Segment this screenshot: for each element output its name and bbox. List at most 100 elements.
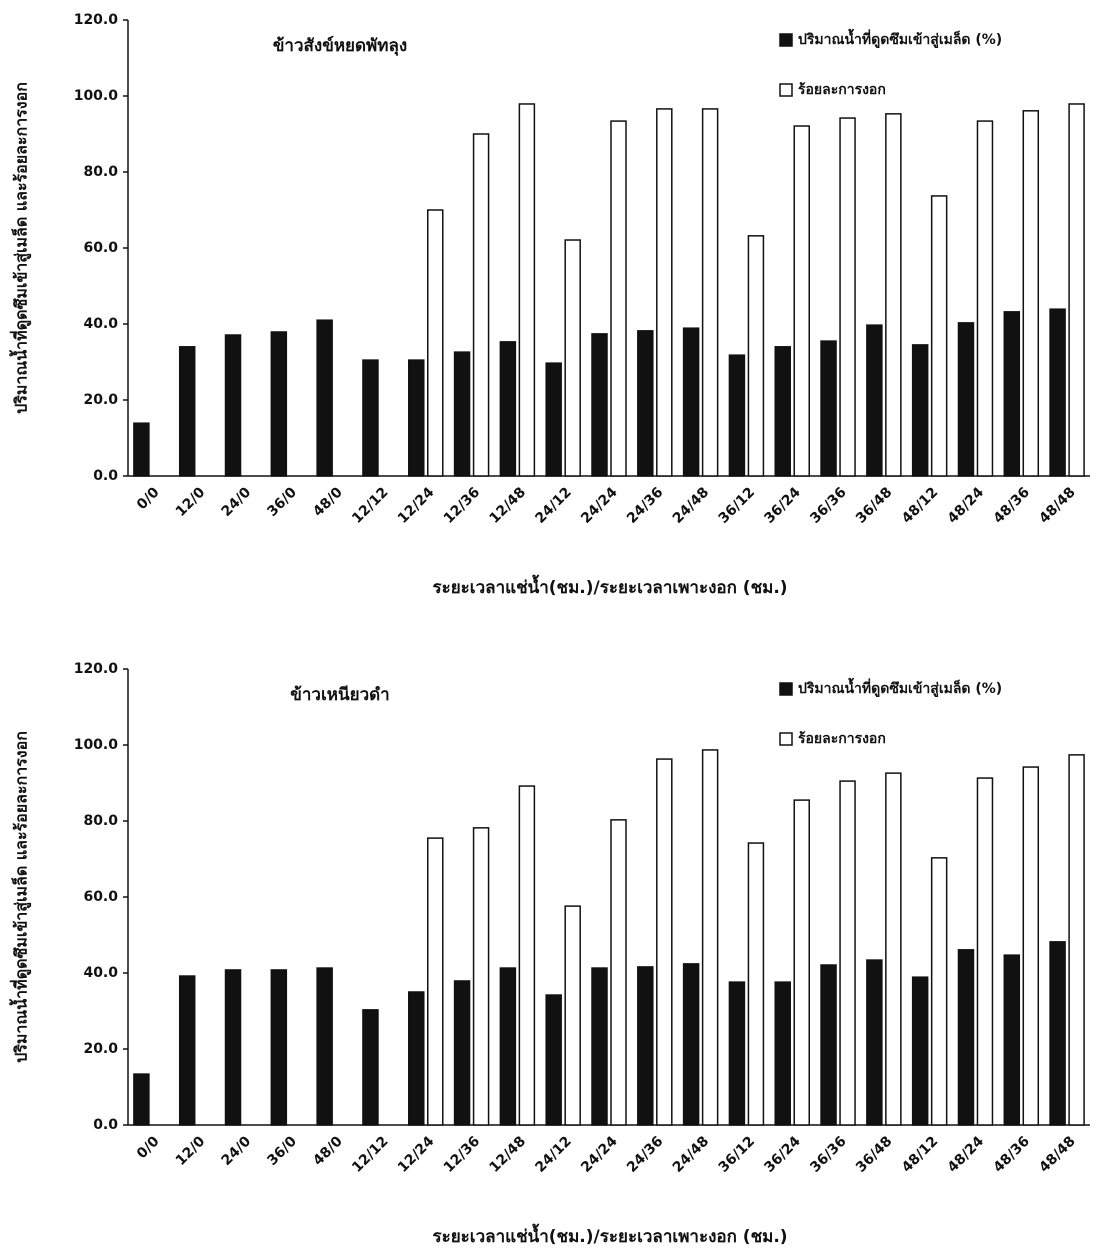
bar: [455, 981, 470, 1125]
bar: [1050, 309, 1065, 476]
bar: [1069, 104, 1084, 476]
bar: [226, 335, 241, 476]
bar: [794, 800, 809, 1125]
bar: [317, 968, 332, 1125]
bar: [932, 858, 947, 1125]
bar: [180, 976, 195, 1125]
y-tick-label: 0.0: [93, 468, 118, 484]
x-tick-label: 12/48: [487, 484, 529, 526]
bar: [226, 970, 241, 1125]
bar: [134, 423, 149, 476]
x-tick-label: 36/24: [761, 484, 804, 527]
x-tick-label: 24/36: [624, 1133, 666, 1175]
x-tick-label: 36/12: [716, 1133, 758, 1175]
bar: [1050, 942, 1065, 1125]
x-tick-label: 12/48: [487, 1133, 529, 1175]
y-tick-label: 60.0: [83, 240, 118, 256]
bar: [428, 838, 443, 1125]
y-axis-title: ปริมาณน้ำที่ดูดซึมเข้าสู่เมล็ด และร้อยละ…: [9, 82, 33, 414]
x-tick-label: 24/24: [578, 484, 621, 527]
bar: [271, 970, 286, 1125]
bar: [657, 109, 672, 476]
x-tick-label: 12/12: [349, 1133, 391, 1175]
x-tick-label: 24/24: [578, 1133, 621, 1176]
figure: 0.0 20.0 40.0 60.0 80.0 100.0 120.0 0/0 12/0 24/0…: [0, 0, 1100, 1252]
x-tick-label: 24/0: [219, 1133, 255, 1169]
x-tick-label: 12/0: [173, 1133, 209, 1169]
bar: [592, 968, 607, 1125]
x-tick-label: 48/12: [899, 1133, 941, 1175]
y-tick-label: 20.0: [83, 392, 118, 408]
bar: [363, 1010, 378, 1125]
bar: [592, 334, 607, 476]
x-tick-label: 36/12: [716, 484, 758, 526]
bar: [913, 345, 928, 476]
x-tick-label: 48/0: [310, 484, 346, 520]
x-tick-label: 48/36: [990, 484, 1032, 526]
bar: [840, 118, 855, 476]
bar: [363, 360, 378, 476]
bar: [500, 342, 515, 476]
bar: [317, 320, 332, 476]
y-tick-label: 80.0: [83, 164, 118, 180]
bar: [977, 778, 992, 1125]
x-tick-label: 36/36: [807, 1133, 849, 1175]
bar: [565, 906, 580, 1125]
bar: [932, 196, 947, 476]
bar: [958, 950, 973, 1125]
x-tick-label: 24/0: [219, 484, 255, 520]
bar: [1069, 755, 1084, 1125]
x-tick-label: 12/36: [441, 484, 483, 526]
x-tick-label: 0/0: [134, 1133, 163, 1162]
x-tick-label: 36/0: [264, 1133, 300, 1169]
legend-swatch: [780, 733, 792, 745]
bar: [546, 363, 561, 476]
bar: [1004, 312, 1019, 476]
legend-swatch: [780, 683, 792, 695]
x-tick-label: 24/12: [532, 484, 574, 526]
y-tick-label: 100.0: [74, 88, 119, 104]
bar: [565, 240, 580, 476]
bar: [409, 992, 424, 1125]
x-tick-label: 36/48: [853, 1133, 895, 1175]
bar: [428, 210, 443, 476]
bar: [840, 781, 855, 1125]
y-axis-title: ปริมาณน้ำที่ดูดซึมเข้าสู่เมล็ด และร้อยละ…: [9, 731, 33, 1063]
bar: [703, 750, 718, 1125]
y-tick-label: 80.0: [83, 813, 118, 829]
x-tick-label: 36/36: [807, 484, 849, 526]
x-tick-label: 48/48: [1036, 1133, 1078, 1175]
bar: [1023, 767, 1038, 1125]
bar: [729, 355, 744, 476]
bar: [519, 104, 534, 476]
bar: [748, 236, 763, 476]
x-tick-label: 12/24: [395, 484, 438, 527]
bar: [867, 325, 882, 476]
bar: [684, 964, 699, 1125]
bar: [519, 786, 534, 1125]
y-tick-label: 40.0: [83, 316, 118, 332]
x-axis-title: ระยะเวลาแช่น้ำ(ชม.)/ระยะเวลาเพาะงอก (ชม.…: [432, 1223, 787, 1247]
x-tick-label: 24/48: [670, 1133, 712, 1175]
x-tick-label: 36/48: [853, 484, 895, 526]
x-tick-label: 48/48: [1036, 484, 1078, 526]
bar: [271, 332, 286, 476]
x-tick-label: 12/24: [395, 1133, 438, 1176]
bar: [821, 341, 836, 476]
legend-swatch: [780, 84, 792, 96]
bar: [886, 114, 901, 476]
y-tick-label: 120.0: [74, 661, 119, 677]
bar: [500, 968, 515, 1125]
x-tick-label: 48/12: [899, 484, 941, 526]
x-tick-label: 48/24: [945, 484, 988, 527]
bar: [474, 134, 489, 476]
bar: [748, 843, 763, 1125]
bar: [886, 773, 901, 1125]
bar: [180, 347, 195, 476]
legend-swatch: [780, 34, 792, 46]
bar: [474, 828, 489, 1125]
bar: [611, 121, 626, 476]
bar: [1004, 955, 1019, 1125]
